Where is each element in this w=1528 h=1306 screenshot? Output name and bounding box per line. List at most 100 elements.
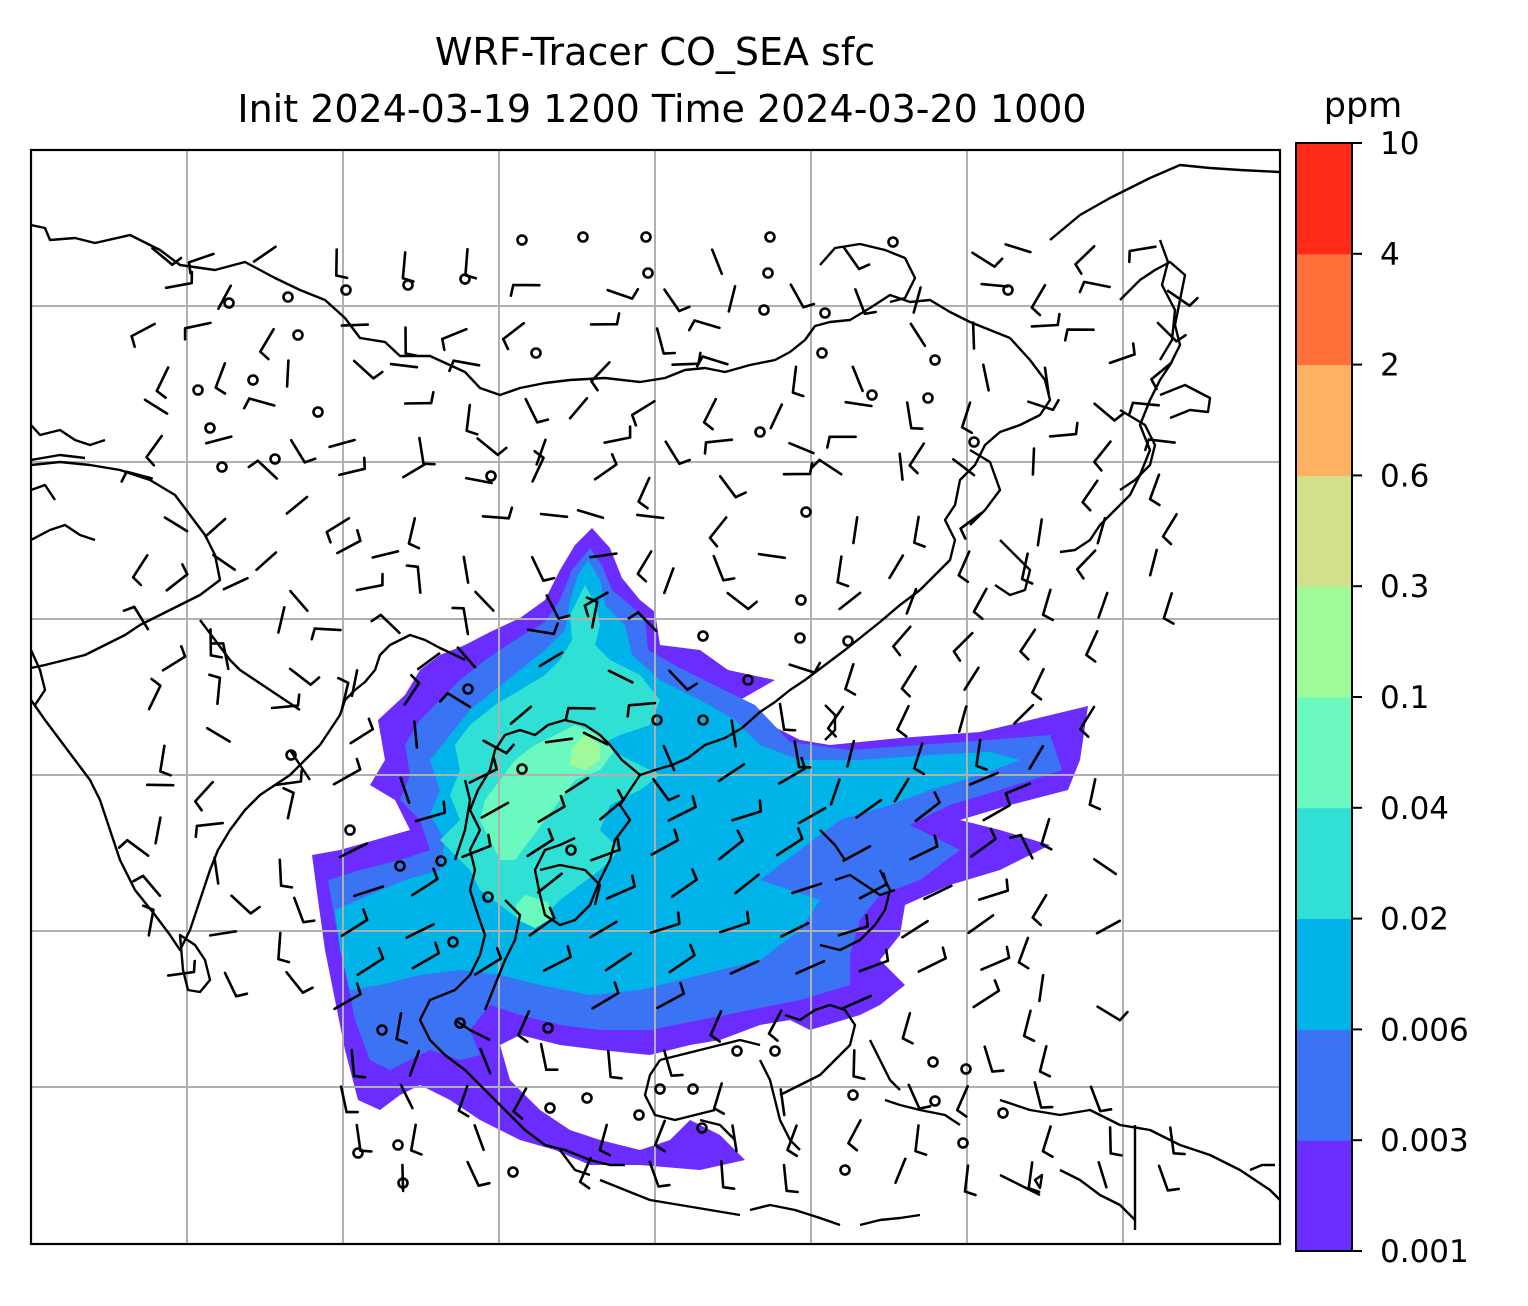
wind-barb xyxy=(590,837,621,862)
coastline xyxy=(1049,163,1280,241)
map-frame xyxy=(29,148,1282,1246)
wind-barb xyxy=(607,1049,623,1080)
wind-barb xyxy=(278,858,294,889)
wind-barb-calm xyxy=(795,594,807,606)
wind-barb xyxy=(441,327,468,352)
colorbar-tick-label: 0.1 xyxy=(1380,680,1429,716)
colorbar-tick-label: 10 xyxy=(1380,126,1419,162)
wind-barb-calm xyxy=(376,1024,388,1036)
wind-barb xyxy=(957,705,968,733)
wind-barb xyxy=(1089,1085,1113,1113)
wind-barb xyxy=(968,771,999,786)
wind-barb xyxy=(273,769,303,787)
wind-barb xyxy=(339,1085,359,1114)
wind-barb xyxy=(892,625,912,657)
wind-barb xyxy=(797,807,827,825)
colorbar-tick-label: 0.003 xyxy=(1380,1123,1469,1159)
wind-barb xyxy=(712,1082,726,1115)
wind-barb xyxy=(1095,919,1122,935)
wind-barb xyxy=(193,780,214,812)
wind-barb xyxy=(120,470,153,483)
colorbar-tick-label: 0.006 xyxy=(1380,1012,1469,1048)
wind-barb xyxy=(328,438,356,449)
wind-barb xyxy=(718,910,750,934)
wind-barb-calm xyxy=(340,284,352,296)
wind-barb xyxy=(355,572,384,592)
wind-barb xyxy=(212,553,236,571)
coastline xyxy=(31,460,222,670)
wind-barb xyxy=(143,398,169,415)
wind-barb xyxy=(605,874,636,900)
wind-barb xyxy=(585,596,599,629)
wind-barb xyxy=(481,506,514,520)
wind-barb xyxy=(353,885,385,898)
wind-barb xyxy=(401,1163,405,1193)
wind-barb xyxy=(1022,1009,1036,1043)
wind-barb xyxy=(340,908,369,938)
colorbar-band xyxy=(1296,1029,1352,1141)
wind-barb xyxy=(512,1087,528,1120)
wind-barb xyxy=(473,1124,485,1152)
wind-barb xyxy=(206,726,231,743)
wind-barb xyxy=(1027,1161,1041,1194)
coastline xyxy=(31,453,86,462)
wind-barb xyxy=(1096,516,1107,545)
wind-barb xyxy=(1074,245,1096,275)
wind-barb xyxy=(1027,399,1060,412)
wind-barb xyxy=(971,251,1004,268)
wind-barb-calm xyxy=(285,749,297,761)
wind-barb xyxy=(668,669,698,691)
wind-barb-calm xyxy=(640,231,652,243)
colorbar-band xyxy=(1296,586,1352,698)
wind-barb xyxy=(293,896,316,924)
wind-barb xyxy=(852,1049,866,1081)
coastline xyxy=(31,699,321,952)
wind-barb xyxy=(537,794,566,824)
wind-barb xyxy=(909,834,939,861)
wind-barb-calm xyxy=(847,1089,859,1101)
coastline xyxy=(31,523,96,542)
wind-barb xyxy=(568,397,589,420)
coastline xyxy=(868,1039,901,1091)
wind-barb xyxy=(230,894,261,915)
wind-barb-calm xyxy=(482,891,494,903)
wind-barb xyxy=(788,441,815,455)
wind-barb xyxy=(829,778,841,806)
wind-barb-calm xyxy=(485,470,497,482)
wind-barb-calm xyxy=(654,1083,666,1095)
wind-barb xyxy=(717,763,746,783)
wind-barb-calm xyxy=(800,506,812,518)
wind-barb-calm xyxy=(642,267,654,279)
wind-barb-calm xyxy=(839,1164,851,1176)
wind-barb xyxy=(709,1010,723,1043)
wind-barb xyxy=(526,622,559,636)
wind-barb xyxy=(1004,243,1032,254)
wind-barb xyxy=(900,665,917,698)
wind-barb-calm xyxy=(764,231,776,243)
wind-barb xyxy=(213,856,220,885)
wind-barb xyxy=(1028,745,1045,770)
wind-barb xyxy=(132,874,162,897)
wind-barb xyxy=(1009,833,1034,860)
wind-barb xyxy=(165,563,189,592)
wind-barb xyxy=(403,391,435,405)
coastline xyxy=(639,589,921,777)
colorbar-tick-label: 0.3 xyxy=(1380,569,1429,605)
wind-barb xyxy=(852,516,859,545)
wind-barb-calm xyxy=(696,1122,708,1134)
wind-barb xyxy=(963,666,980,691)
wind-barb xyxy=(627,611,658,633)
wind-barb xyxy=(648,1160,671,1188)
wind-barb xyxy=(779,1088,786,1117)
wind-barb xyxy=(474,946,503,976)
wind-barb xyxy=(901,1012,914,1045)
wind-barb-calm xyxy=(312,406,324,418)
wind-barb-calm xyxy=(352,1147,364,1159)
coastline xyxy=(289,749,311,781)
wind-barb-calm xyxy=(530,347,542,359)
coastline xyxy=(1119,408,1157,491)
wind-barb xyxy=(1108,1126,1123,1157)
wind-barb-calm xyxy=(247,374,259,386)
wind-barb xyxy=(959,511,983,540)
colorbar-tick-label: 0.001 xyxy=(1380,1234,1469,1270)
